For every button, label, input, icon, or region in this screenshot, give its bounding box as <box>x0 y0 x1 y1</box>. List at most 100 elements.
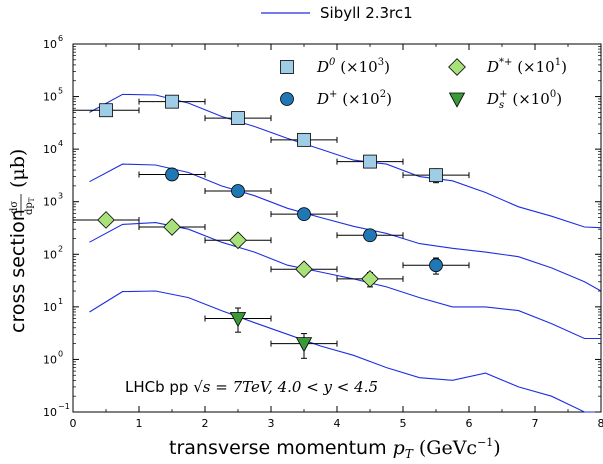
legend-scale-close: ) <box>384 58 390 76</box>
model-curve-1 <box>89 93 602 229</box>
legend-scale: (×10 <box>517 58 555 76</box>
series-1-point-4 <box>270 132 338 147</box>
x-tick-label-4: 4 <box>334 417 341 430</box>
annotation-energy: = 7TeV, 4.0 < y < 4.5 <box>210 378 378 396</box>
y-tick-label: 10 <box>43 406 57 419</box>
y-tick-label-exp: 2 <box>58 244 63 253</box>
marker-square <box>297 132 311 147</box>
y-axis-title: cross section dσ dpT (μb) <box>7 149 36 333</box>
y-tick-label: 10 <box>43 91 57 104</box>
annotation-main: LHCb pp <box>125 378 193 396</box>
legend-scale-sup: 2 <box>380 89 386 100</box>
marker-square <box>363 154 377 169</box>
series-2-point-2 <box>204 184 272 198</box>
y-tick-label: 10 <box>43 301 57 314</box>
series-1-point-3 <box>204 111 272 125</box>
y-tick-label-exp: −1 <box>58 402 70 411</box>
legend-marker-circle <box>280 92 294 106</box>
series-3-point-4 <box>270 260 338 279</box>
marker-triangle-down <box>229 312 247 328</box>
legend-marker-diamond <box>448 58 466 76</box>
marker-circle <box>165 167 179 182</box>
series-1-point-2 <box>138 94 206 109</box>
series-2-point-1 <box>138 167 206 182</box>
series-1-point-6 <box>402 168 470 184</box>
y-tick-label-exp: 3 <box>58 192 63 201</box>
x-tick-label-5: 5 <box>400 417 407 430</box>
marker-diamond <box>229 231 247 250</box>
y-tick-label: 10 <box>43 38 57 51</box>
legend-entry-1: D0 (×103) <box>280 57 390 76</box>
y-axis-unit: (μb) <box>7 149 29 188</box>
series-3-point-3 <box>204 231 272 250</box>
legend-marker-square <box>280 60 294 74</box>
model-legend-label: Sibyll 2.3rc1 <box>320 4 413 22</box>
x-tick-label-8: 8 <box>598 417 603 430</box>
model-curves <box>89 93 602 413</box>
legend-name-sup: + <box>499 89 507 100</box>
x-axis-title: transverse momentum pT (GeVc−1) <box>169 436 501 461</box>
annotation-sqrt-s: √s <box>193 378 211 396</box>
x-axis-unit-sup: −1 <box>477 436 493 449</box>
legend-scale-sup: 0 <box>550 89 556 100</box>
annotation: LHCb pp √s = 7TeV, 4.0 < y < 4.5 <box>125 378 378 396</box>
legend-label: Ds+ (×100) <box>486 89 562 111</box>
series-3-point-2 <box>138 218 206 236</box>
legend-scale-sup: 1 <box>555 57 561 68</box>
legend-entry-2: D+ (×102) <box>280 89 392 108</box>
legend-label: D*+ (×101) <box>486 57 567 76</box>
y-tick-label-exp: 0 <box>58 349 63 358</box>
y-axis-frac-den-sub: T <box>28 197 36 202</box>
series-4-point-2 <box>270 333 338 359</box>
legend-marker-triangle-down <box>448 92 466 108</box>
y-tick-label: 10 <box>43 353 57 366</box>
x-tick-label-6: 6 <box>466 417 473 430</box>
legend-label: D+ (×102) <box>316 89 392 108</box>
series-2-point-5 <box>402 257 470 275</box>
marker-diamond <box>163 218 181 236</box>
x-tick-label-0: 0 <box>70 417 77 430</box>
model-curve-3 <box>89 222 601 340</box>
y-tick-label-exp: 4 <box>58 139 63 148</box>
marker-circle <box>297 207 311 222</box>
legend-name: D <box>316 58 329 76</box>
series-2-point-4 <box>336 228 404 243</box>
y-tick-label-exp: 6 <box>58 34 63 43</box>
y-tick-label: 10 <box>43 196 57 209</box>
x-tick-label-7: 7 <box>532 417 539 430</box>
x-axis-label-math: p <box>393 437 405 459</box>
legend-name-sup: *+ <box>499 57 512 68</box>
marker-diamond <box>295 260 313 279</box>
legend-scale: (×10 <box>340 58 378 76</box>
x-axis: 0 1 2 3 4 5 6 7 8 <box>70 44 603 430</box>
marker-circle <box>363 228 377 243</box>
marker-diamond <box>97 211 115 229</box>
legend-entry-3: D*+ (×101) <box>448 57 567 76</box>
model-curve-2 <box>89 163 602 292</box>
legend-name-sup: + <box>329 89 337 100</box>
legend-scale-close: ) <box>561 58 567 76</box>
series-legend: D0 (×103) D*+ (×101)D+ (×102) Ds+ (×100) <box>280 57 567 111</box>
legend-name-sup: 0 <box>329 57 336 68</box>
y-axis-frac-den-text: dp <box>24 202 35 215</box>
annotation-text: LHCb pp √s = 7TeV, 4.0 < y < 4.5 <box>125 378 378 396</box>
y-tick-label: 10 <box>43 248 57 261</box>
legend-scale: (×10 <box>512 90 550 108</box>
marker-square <box>165 94 179 109</box>
legend-name: D <box>486 90 499 108</box>
model-curve-4 <box>89 290 601 413</box>
y-tick-label-exp: 1 <box>58 297 63 306</box>
x-axis-label-text: transverse momentum <box>169 437 387 459</box>
legend-entry-4: Ds+ (×100) <box>448 89 562 111</box>
y-axis-frac-num: dσ <box>9 201 20 214</box>
x-tick-label-1: 1 <box>136 417 143 430</box>
legend-scale-close: ) <box>556 90 562 108</box>
y-axis-label-text: cross section <box>7 209 29 333</box>
marker-square <box>231 111 245 125</box>
legend-scale-sup: 3 <box>378 57 384 68</box>
data-points <box>72 94 470 359</box>
series-3-point-5 <box>336 270 404 288</box>
marker-square <box>429 168 443 183</box>
